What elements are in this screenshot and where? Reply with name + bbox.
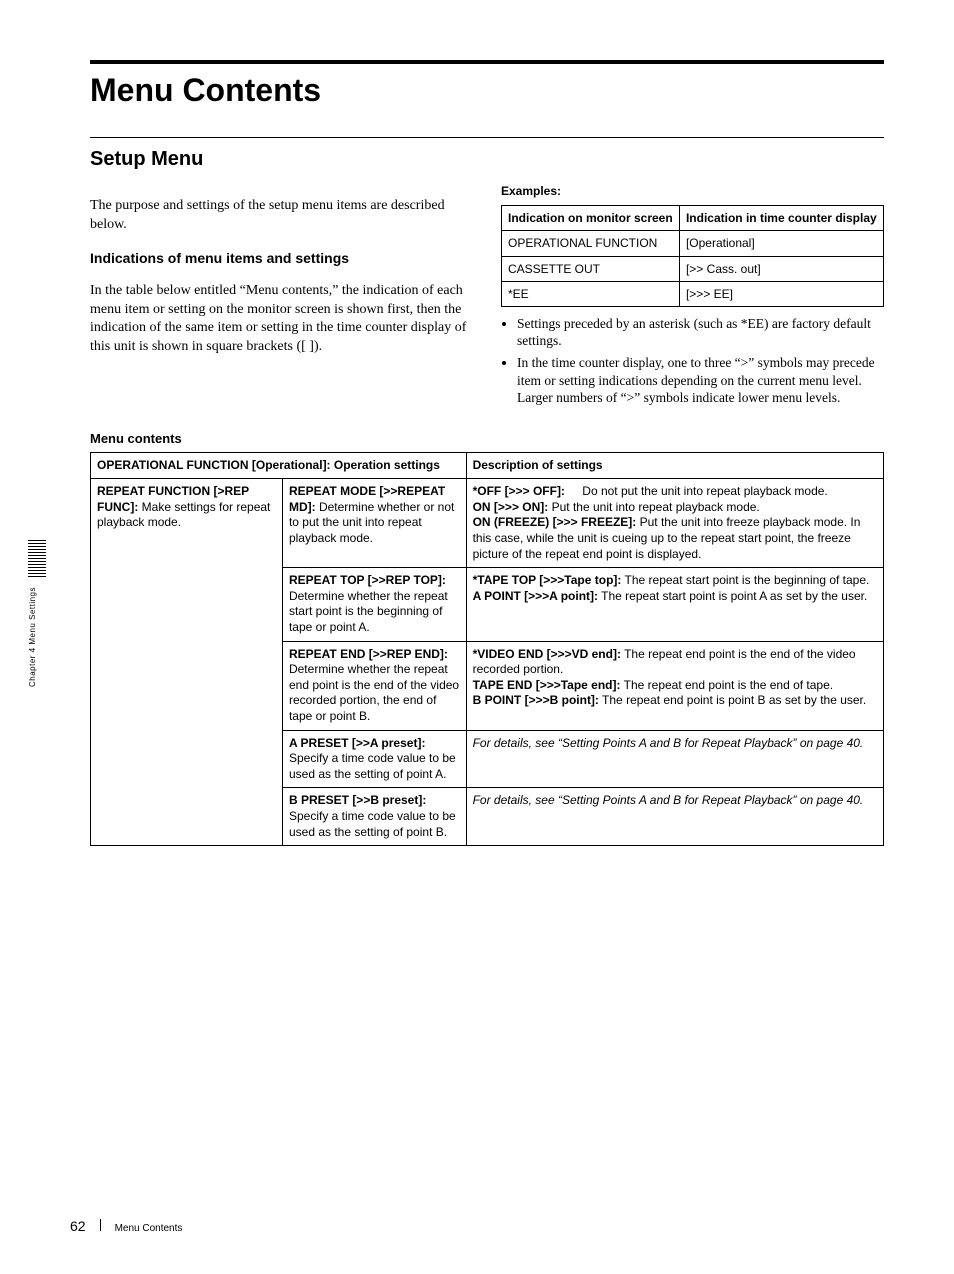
sub-paragraph: In the table below entitled “Menu conten… — [90, 282, 473, 358]
footer-text: Menu Contents — [115, 1223, 183, 1234]
sub-heading: Indications of menu items and settings — [90, 249, 473, 268]
examples-td: *EE — [502, 281, 680, 306]
big-th-left: OPERATIONAL FUNCTION [Operational]: Oper… — [91, 452, 467, 479]
item-bold: A PRESET [>>A preset]: — [289, 736, 425, 750]
item-rest: Determine whether the repeat end point i… — [289, 662, 459, 723]
note-item: In the time counter display, one to thre… — [517, 354, 884, 407]
footer-divider — [100, 1219, 101, 1231]
desc-line: ON [>>> ON]: Put the unit into repeat pl… — [473, 500, 877, 516]
item-cell: A PRESET [>>A preset]: Specify a time co… — [282, 730, 466, 788]
item-rest: Determine whether the repeat start point… — [289, 589, 448, 634]
examples-td: [Operational] — [679, 231, 883, 256]
desc-line: ON (FREEZE) [>>> FREEZE]: Put the unit i… — [473, 515, 877, 562]
item-cell: REPEAT MODE [>>REPEAT MD]: Determine whe… — [282, 479, 466, 568]
notes-list: Settings preceded by an asterisk (such a… — [501, 315, 884, 407]
table-row: REPEAT FUNCTION [>REP FUNC]: Make settin… — [91, 479, 884, 568]
intro-paragraph: The purpose and settings of the setup me… — [90, 197, 473, 235]
desc-line: *VIDEO END [>>>VD end]: The repeat end p… — [473, 647, 877, 678]
desc-cell: For details, see “Setting Points A and B… — [466, 788, 883, 846]
item-bold: B PRESET [>>B preset]: — [289, 793, 426, 807]
chapter-title: Menu Contents — [90, 72, 884, 109]
section-title: Setup Menu — [90, 148, 884, 171]
examples-table: Indication on monitor screen Indication … — [501, 205, 884, 307]
table-header-row: Indication on monitor screen Indication … — [502, 206, 884, 231]
item-bold: REPEAT END [>>REP END]: — [289, 647, 448, 661]
big-th-right: Description of settings — [466, 452, 883, 479]
desc-cell: *TAPE TOP [>>>Tape top]: The repeat star… — [466, 568, 883, 641]
left-column: The purpose and settings of the setup me… — [90, 183, 473, 411]
note-item: Settings preceded by an asterisk (such a… — [517, 315, 884, 350]
examples-th-1: Indication in time counter display — [679, 206, 883, 231]
desc-cell: For details, see “Setting Points A and B… — [466, 730, 883, 788]
examples-th-0: Indication on monitor screen — [502, 206, 680, 231]
desc-italic: For details, see “Setting Points A and B… — [473, 736, 864, 750]
group-cell: REPEAT FUNCTION [>REP FUNC]: Make settin… — [91, 479, 283, 846]
rule-top — [90, 60, 884, 64]
item-rest: Specify a time code value to be used as … — [289, 809, 456, 839]
menu-contents-label: Menu contents — [90, 431, 884, 446]
right-column: Examples: Indication on monitor screen I… — [501, 183, 884, 411]
desc-cell: *OFF [>>> OFF]: Do not put the unit into… — [466, 479, 883, 568]
item-rest: Specify a time code value to be used as … — [289, 751, 456, 781]
desc-italic: For details, see “Setting Points A and B… — [473, 793, 864, 807]
two-column-layout: The purpose and settings of the setup me… — [90, 183, 884, 411]
table-row: OPERATIONAL FUNCTION [Operational] — [502, 231, 884, 256]
examples-td: [>> Cass. out] — [679, 256, 883, 281]
desc-line: TAPE END [>>>Tape end]: The repeat end p… — [473, 678, 877, 694]
desc-line: *OFF [>>> OFF]: Do not put the unit into… — [473, 484, 877, 500]
item-cell: REPEAT END [>>REP END]: Determine whethe… — [282, 641, 466, 730]
table-header-row: OPERATIONAL FUNCTION [Operational]: Oper… — [91, 452, 884, 479]
desc-line: B POINT [>>>B point]: The repeat end poi… — [473, 693, 877, 709]
table-row: *EE [>>> EE] — [502, 281, 884, 306]
page-number: 62 — [70, 1218, 86, 1234]
page-footer: 62 Menu Contents — [70, 1218, 182, 1234]
item-cell: REPEAT TOP [>>REP TOP]: Determine whethe… — [282, 568, 466, 641]
desc-line: *TAPE TOP [>>>Tape top]: The repeat star… — [473, 573, 877, 589]
item-cell: B PRESET [>>B preset]: Specify a time co… — [282, 788, 466, 846]
item-bold: REPEAT TOP [>>REP TOP]: — [289, 573, 446, 587]
desc-line: A POINT [>>>A point]: The repeat start p… — [473, 589, 877, 605]
table-row: CASSETTE OUT [>> Cass. out] — [502, 256, 884, 281]
examples-td: CASSETTE OUT — [502, 256, 680, 281]
examples-td: OPERATIONAL FUNCTION — [502, 231, 680, 256]
examples-label: Examples: — [501, 183, 884, 199]
desc-cell: *VIDEO END [>>>VD end]: The repeat end p… — [466, 641, 883, 730]
menu-contents-table: OPERATIONAL FUNCTION [Operational]: Oper… — [90, 452, 884, 846]
page-body: Menu Contents Setup Menu The purpose and… — [0, 0, 954, 1274]
rule-mid — [90, 137, 884, 138]
examples-td: [>>> EE] — [679, 281, 883, 306]
